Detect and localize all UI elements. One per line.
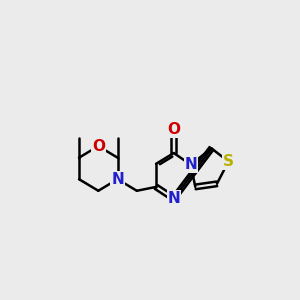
Text: S: S: [223, 154, 234, 169]
Text: N: N: [111, 172, 124, 187]
Text: O: O: [92, 139, 105, 154]
Text: N: N: [184, 157, 197, 172]
Text: N: N: [167, 191, 180, 206]
Text: O: O: [167, 122, 180, 137]
